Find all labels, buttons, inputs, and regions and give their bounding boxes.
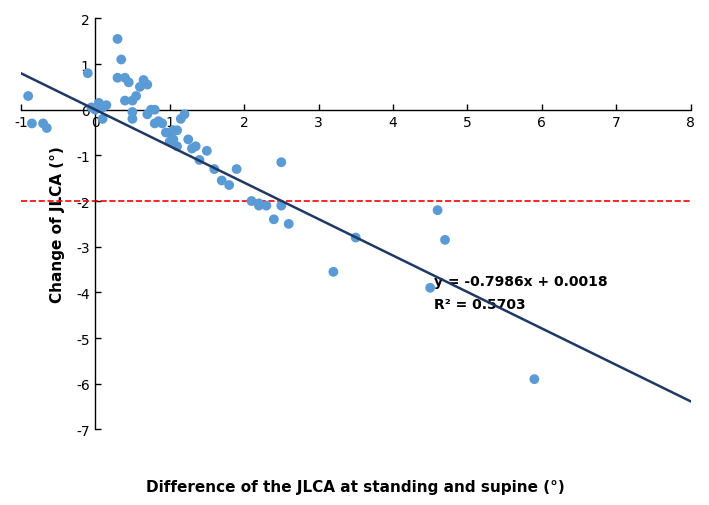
Point [253, 202, 264, 210]
Point [194, 157, 205, 165]
Point [38, 120, 49, 128]
Point [175, 116, 186, 124]
Point [82, 70, 94, 78]
Point [101, 102, 112, 110]
Point [134, 84, 145, 92]
Point [201, 147, 213, 156]
Point [119, 97, 130, 106]
Text: y = -0.7986x + 0.0018: y = -0.7986x + 0.0018 [434, 274, 608, 288]
Point [283, 220, 294, 228]
Point [130, 93, 142, 101]
Point [223, 182, 235, 190]
Point [112, 36, 123, 44]
Point [160, 129, 172, 137]
Point [164, 138, 175, 146]
Point [149, 107, 160, 115]
Point [529, 375, 540, 383]
Point [97, 116, 108, 124]
Point [149, 120, 160, 128]
Point [89, 107, 101, 115]
Point [253, 200, 264, 208]
Point [26, 120, 38, 128]
Point [276, 202, 287, 210]
Point [350, 234, 362, 242]
Point [179, 111, 190, 119]
Point [127, 97, 138, 106]
Point [231, 166, 242, 174]
Point [127, 116, 138, 124]
Point [112, 75, 123, 83]
Point [123, 79, 135, 87]
X-axis label: Difference of the JLCA at standing and supine (°): Difference of the JLCA at standing and s… [146, 479, 565, 494]
Point [208, 166, 220, 174]
Point [168, 136, 179, 144]
Point [142, 111, 153, 119]
Point [86, 104, 97, 112]
Point [190, 143, 201, 151]
Point [328, 268, 339, 276]
Point [142, 81, 153, 89]
Point [276, 159, 287, 167]
Point [23, 93, 34, 101]
Point [261, 202, 272, 210]
Point [268, 216, 279, 224]
Point [127, 109, 138, 117]
Point [246, 197, 257, 206]
Point [164, 129, 175, 137]
Point [157, 120, 168, 128]
Text: R² = 0.5703: R² = 0.5703 [434, 297, 525, 311]
Point [216, 177, 228, 185]
Point [432, 207, 443, 215]
Point [97, 104, 108, 112]
Point [94, 99, 105, 108]
Point [183, 136, 194, 144]
Point [145, 107, 157, 115]
Point [440, 236, 451, 244]
Point [186, 145, 198, 154]
Point [119, 75, 130, 83]
Point [153, 118, 164, 126]
Point [138, 77, 150, 85]
Point [41, 125, 52, 133]
Point [172, 127, 183, 135]
Point [168, 127, 179, 135]
Point [172, 143, 183, 151]
Point [425, 284, 436, 292]
Point [116, 57, 127, 65]
Y-axis label: Change of JLCA (°): Change of JLCA (°) [50, 146, 65, 302]
